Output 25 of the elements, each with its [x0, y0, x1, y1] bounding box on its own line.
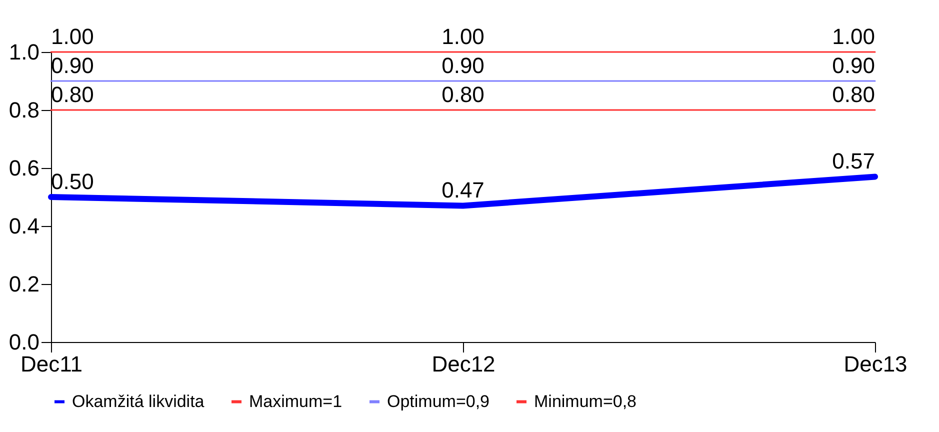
y-tick-label: 0.0: [8, 330, 40, 354]
data-label: 0.80: [51, 82, 94, 107]
y-tick-label: 0.8: [8, 98, 40, 122]
legend-label: Optimum=0,9: [387, 392, 490, 411]
data-label: 1.00: [442, 24, 484, 49]
legend-label: Okamžitá likvidita: [72, 392, 205, 411]
y-tick-label: 0.6: [8, 156, 40, 180]
y-tick-label: 0.2: [8, 272, 40, 296]
data-label: 0.90: [832, 53, 875, 78]
data-label: 0.47: [442, 178, 484, 203]
data-label: 0.80: [832, 82, 875, 107]
data-label: 0.57: [832, 148, 875, 174]
data-label: 0.90: [51, 53, 94, 78]
legend-label: Minimum=0,8: [534, 392, 637, 411]
data-label: 1.00: [51, 24, 94, 49]
data-label: 0.80: [442, 82, 484, 107]
y-tick-label: 1.0: [8, 40, 40, 64]
x-tick-label: Dec11: [20, 352, 82, 376]
data-label: 0.90: [442, 53, 484, 78]
data-label: 1.00: [832, 24, 875, 49]
legend-label: Maximum=1: [249, 392, 342, 411]
x-tick-label: Dec12: [432, 352, 496, 376]
y-tick-label: 0.4: [8, 214, 40, 238]
x-tick-label: Dec13: [844, 352, 908, 376]
data-label: 0.50: [51, 169, 94, 194]
